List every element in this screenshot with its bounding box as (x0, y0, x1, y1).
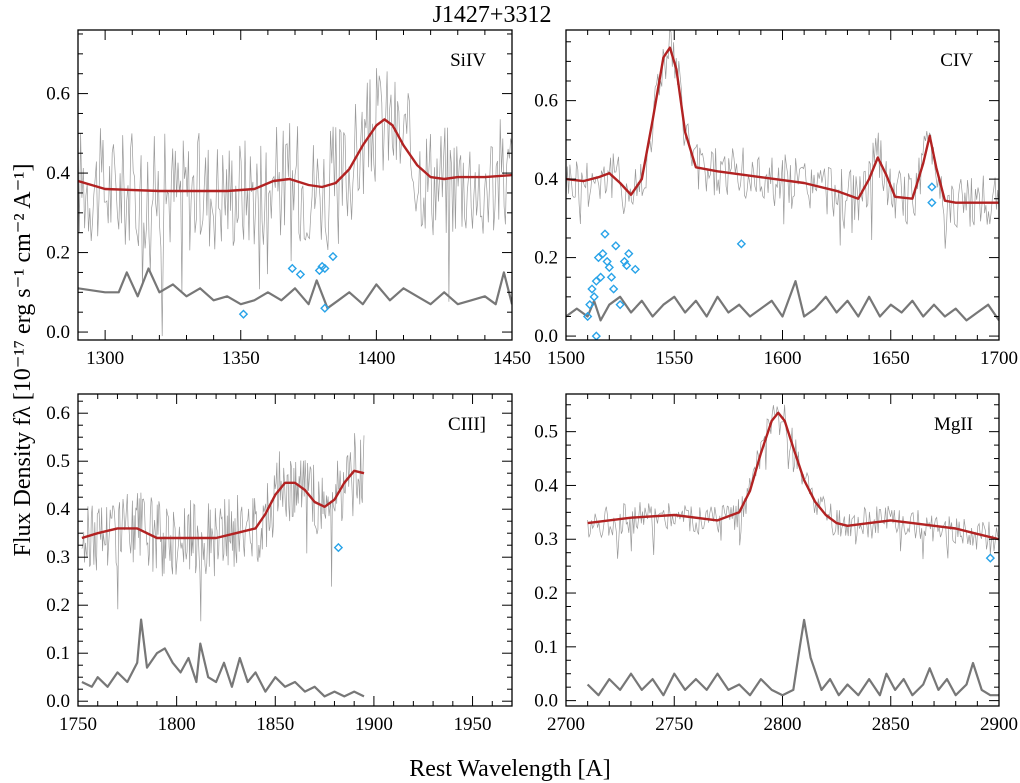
x-tick-label: 1650 (872, 348, 910, 369)
masked-pixel-marker (624, 249, 634, 259)
y-tick-label: 0.4 (46, 163, 70, 184)
masked-pixel-marker (320, 263, 330, 274)
y-tick-label: 0.2 (46, 595, 70, 616)
observed-spectrum-line (566, 30, 999, 249)
masked-pixel-marker (598, 249, 608, 259)
masked-pixel-marker (611, 241, 621, 251)
masked-pixel-marker (604, 262, 614, 273)
x-tick-label: 1950 (454, 714, 492, 735)
x-tick-label: 2800 (764, 714, 802, 735)
y-tick-label: 0.4 (534, 475, 558, 496)
masked-pixel-marker (320, 303, 330, 313)
x-tick-label: 1800 (158, 714, 196, 735)
observed-spectrum-line (81, 433, 365, 622)
y-tick-label: 0.5 (534, 422, 558, 443)
y-tick-label: 0.0 (46, 691, 70, 712)
x-tick-label: 1700 (980, 348, 1018, 369)
y-tick-label: 0.6 (534, 91, 558, 112)
error-spectrum-line (566, 280, 999, 322)
model-fit-line (587, 411, 999, 541)
masked-pixel-marker (582, 311, 593, 322)
y-tick-label: 0.3 (46, 547, 70, 568)
masked-pixel-marker (608, 284, 619, 294)
masked-pixel-marker (317, 261, 327, 272)
y-tick-label: 0.0 (46, 322, 70, 343)
masked-pixel-marker (587, 284, 597, 294)
error-spectrum-line (78, 267, 512, 310)
y-tick-label: 0.1 (534, 637, 558, 658)
x-tick-label: 1300 (86, 348, 124, 369)
masked-pixel-marker (621, 260, 632, 271)
x-tick-label: 2750 (655, 714, 693, 735)
x-tick-label: 2700 (547, 714, 585, 735)
masked-pixel-marker (595, 272, 606, 282)
panel-2: 1750 1800 1850 1900 1950 0.0 0.1 0.2 0.3 0.4 0.5 0.… (46, 393, 513, 735)
masked-pixel-marker (985, 553, 996, 563)
x-tick-label: 1550 (655, 348, 693, 369)
y-tick-label: 0.2 (534, 248, 558, 269)
figure-title: J1427+3312 (433, 2, 552, 28)
x-tick-label: 1400 (357, 348, 395, 369)
panel-1: 1500 1550 1600 1650 1700 0.0 0.2 0.4 0.6 CIV (534, 29, 1018, 369)
y-tick-label: 0.4 (46, 499, 70, 520)
plot-area (81, 433, 365, 698)
panel-label: CIV (940, 50, 973, 71)
model-fit-line (566, 46, 999, 204)
y-tick-label: 0.4 (534, 169, 558, 190)
y-tick-label: 0.0 (534, 326, 558, 347)
y-tick-label: 0.5 (46, 451, 70, 472)
x-tick-label: 1350 (222, 348, 260, 369)
x-tick-label: 1450 (493, 348, 531, 369)
masked-pixel-marker (333, 542, 344, 553)
panel-3: 2700 2750 2800 2850 2900 0.0 0.1 0.2 0.3 0.4 0.5 Mg… (534, 393, 1018, 735)
panel-label: MgII (934, 414, 973, 435)
y-tick-label: 0.2 (46, 243, 70, 264)
panel-0: 1300 1350 1400 1450 0.0 0.2 0.4 0.6 SiIV (46, 29, 531, 369)
masked-pixel-marker (606, 272, 617, 282)
masked-pixel-marker (619, 256, 630, 267)
y-tick-label: 0.1 (46, 643, 70, 664)
plot-area (566, 30, 999, 340)
plot-area (78, 68, 512, 337)
masked-pixel-marker (589, 292, 599, 302)
y-tick-label: 0.3 (534, 529, 558, 550)
masked-pixel-marker (927, 182, 937, 192)
plot-area (586, 404, 999, 697)
x-tick-label: 1600 (764, 348, 802, 369)
x-tick-label: 2850 (872, 714, 910, 735)
y-tick-label: 0.2 (534, 583, 558, 604)
masked-pixel-marker (927, 197, 937, 208)
masked-pixel-marker (591, 331, 601, 340)
x-tick-label: 1850 (256, 714, 294, 735)
y-tick-label: 0.6 (46, 84, 70, 105)
masked-pixel-marker (630, 264, 640, 275)
masked-pixel-marker (615, 300, 625, 310)
error-spectrum-line (81, 618, 365, 698)
error-spectrum-line (586, 618, 999, 697)
panel-label: CIII] (448, 414, 486, 435)
panel-label: SiIV (450, 50, 486, 71)
y-axis-label: Flux Density fλ [10⁻¹⁷ erg s⁻¹ cm⁻² A⁻¹] (10, 164, 36, 557)
axes-frame (77, 393, 513, 707)
x-axis-label: Rest Wavelength [A] (409, 756, 611, 782)
model-fit-line (78, 118, 512, 193)
masked-pixel-marker (287, 263, 297, 274)
x-tick-label: 1750 (59, 714, 97, 735)
masked-pixel-marker (328, 251, 338, 262)
x-tick-label: 2900 (980, 714, 1018, 735)
model-fit-line (81, 469, 365, 540)
x-tick-label: 1900 (355, 714, 393, 735)
masked-pixel-marker (585, 300, 595, 310)
masked-pixel-marker (295, 269, 306, 280)
y-tick-label: 0.0 (534, 691, 558, 712)
masked-pixel-marker (600, 229, 610, 239)
masked-pixel-marker (238, 309, 249, 319)
y-tick-label: 0.6 (46, 403, 70, 424)
x-tick-label: 1500 (547, 348, 585, 369)
masked-pixel-marker (736, 239, 747, 249)
